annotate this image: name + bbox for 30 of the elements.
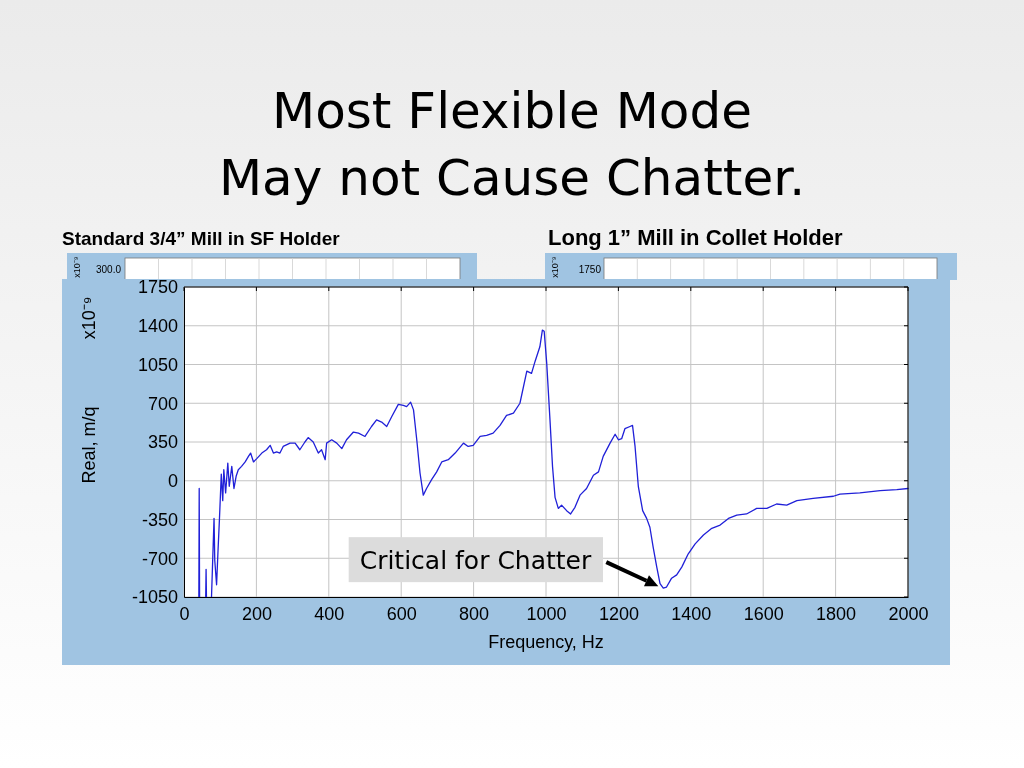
x-tick-label: 400 [314, 603, 345, 624]
x-tick-label: 200 [241, 603, 272, 624]
chart-title: Most Flexible Mode May not Cause Chatter. [217, 81, 807, 209]
x-axis-title: Frequency, Hz [488, 632, 604, 652]
y-tick-label: 1050 [137, 354, 178, 375]
x-tick-label: 800 [459, 603, 490, 624]
text: Long 1” Mill in Collet Holder [548, 225, 843, 250]
y-tick-label: 1400 [137, 316, 178, 337]
x-tick-label: 1800 [816, 603, 857, 624]
y-tick-label: -350 [141, 509, 178, 530]
text: Standard 3/4” Mill in SF Holder [62, 228, 341, 249]
x-tick-label: 1200 [598, 603, 639, 624]
text: x10⁻⁹ [72, 256, 82, 278]
y-tick-label: 350 [147, 432, 178, 453]
y-axis-title: Real, m/q [79, 406, 99, 484]
text: x10⁻⁹ [550, 256, 560, 278]
x-tick-label: 1000 [526, 603, 567, 624]
x-tick-label: 1400 [671, 603, 712, 624]
y-tick-label: -1050 [131, 587, 178, 608]
y-tick-label: 1750 [137, 277, 178, 298]
x-tick-label: 1600 [743, 603, 784, 624]
x-tick-label: 2000 [888, 603, 929, 624]
text: 300.0 [95, 264, 122, 275]
y-tick-label: 0 [167, 471, 178, 492]
text: x10⁻⁹ [79, 296, 99, 340]
y-tick-label: -700 [141, 548, 178, 569]
x-tick-label: 600 [386, 603, 417, 624]
y-tick-label: 700 [147, 393, 178, 414]
annotation: Critical for Chatter [359, 546, 593, 576]
text: 1750 [578, 264, 602, 275]
